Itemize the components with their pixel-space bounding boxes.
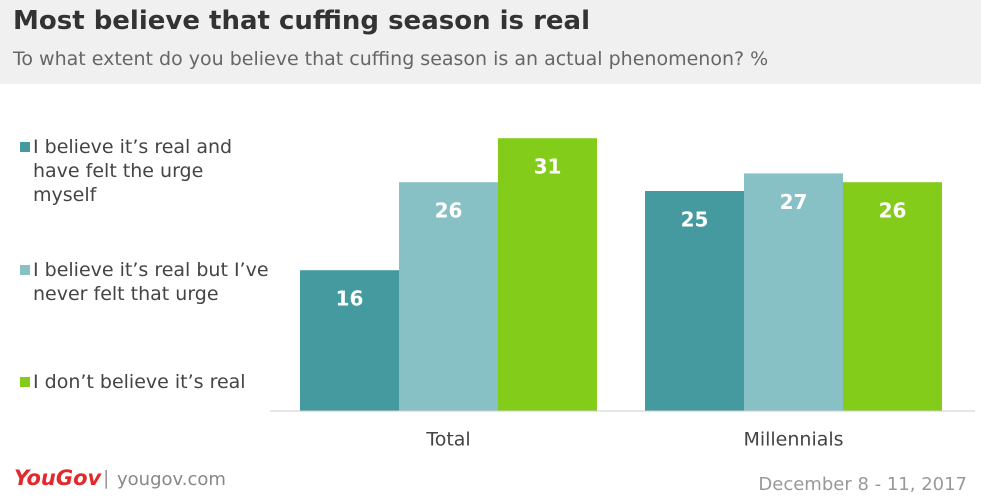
- legend-swatch: [20, 142, 30, 152]
- legend-label: I believe it’s real but I’ve never felt …: [33, 259, 269, 305]
- value-label: 25: [681, 208, 709, 232]
- brand-logo: YouGov: [14, 466, 102, 490]
- value-label: 27: [780, 190, 808, 214]
- value-label: 16: [336, 287, 364, 311]
- legend-swatch: [20, 377, 30, 387]
- bar: [645, 191, 744, 411]
- separator: |: [103, 467, 110, 489]
- header-band: [0, 0, 981, 84]
- bar: [843, 182, 942, 411]
- value-label: 26: [879, 199, 907, 223]
- bar: [498, 138, 597, 411]
- legend-label: I don’t believe it’s real: [33, 371, 246, 393]
- chart-title: Most believe that cuffing season is real: [13, 6, 590, 36]
- legend-item: I don’t believe it’s real: [20, 370, 270, 394]
- legend-item: I believe it’s real and have felt the ur…: [20, 135, 270, 207]
- chart-subtitle: To what extent do you believe that cuffi…: [13, 48, 769, 70]
- x-tick-label: Millennials: [743, 429, 843, 451]
- bar: [744, 173, 843, 411]
- x-tick-label: Total: [425, 429, 470, 451]
- website: yougov.com: [117, 469, 226, 490]
- bar: [300, 270, 399, 411]
- legend-swatch: [20, 265, 30, 275]
- legend-label: I believe it’s real and have felt the ur…: [33, 136, 233, 206]
- value-label: 26: [435, 199, 463, 223]
- date: December 8 - 11, 2017: [758, 474, 967, 495]
- value-label: 31: [534, 155, 562, 179]
- bar: [399, 182, 498, 411]
- legend-item: I believe it’s real but I’ve never felt …: [20, 258, 270, 306]
